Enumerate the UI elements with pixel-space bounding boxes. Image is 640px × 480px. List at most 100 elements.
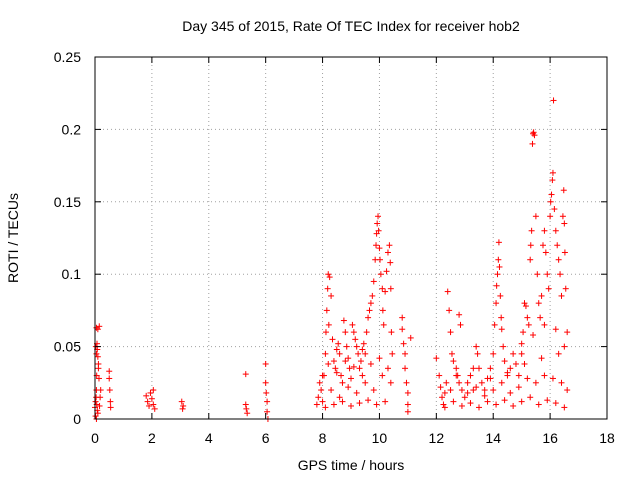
data-point — [346, 365, 353, 372]
data-point — [561, 249, 568, 256]
data-point — [97, 387, 104, 394]
data-point — [382, 288, 389, 295]
data-point — [400, 340, 407, 347]
data-point — [262, 360, 269, 367]
data-point — [328, 387, 335, 394]
data-point — [404, 401, 411, 408]
data-point — [496, 263, 503, 270]
data-point — [520, 329, 527, 336]
data-point — [561, 220, 568, 227]
data-point — [335, 340, 342, 347]
data-point — [487, 365, 494, 372]
data-point — [402, 365, 409, 372]
data-point — [440, 401, 447, 408]
data-point — [560, 187, 567, 194]
data-point — [339, 379, 346, 386]
data-point — [353, 389, 360, 396]
data-point — [456, 311, 463, 318]
data-point — [322, 404, 329, 411]
data-point — [370, 387, 377, 394]
data-point — [340, 317, 347, 324]
data-point — [552, 326, 559, 333]
data-points — [92, 97, 571, 422]
y-tick-label: 0.05 — [54, 339, 81, 355]
data-point — [550, 97, 557, 104]
data-point — [549, 169, 556, 176]
data-point — [92, 398, 99, 405]
data-point — [264, 408, 271, 415]
data-point — [474, 350, 481, 357]
data-point — [244, 410, 251, 417]
data-point — [324, 285, 331, 292]
data-point — [541, 227, 548, 234]
data-point — [448, 350, 455, 357]
data-point — [510, 402, 517, 409]
data-point — [336, 350, 343, 357]
data-point — [510, 350, 517, 357]
data-point — [559, 213, 566, 220]
data-point — [384, 249, 391, 256]
data-point — [375, 213, 382, 220]
data-point — [504, 369, 511, 376]
data-point — [379, 285, 386, 292]
data-point — [453, 372, 460, 379]
x-tick-label: 2 — [148, 430, 156, 446]
data-point — [564, 387, 571, 394]
data-point — [564, 329, 571, 336]
data-point — [243, 405, 250, 412]
data-point — [524, 375, 531, 382]
x-tick-label: 16 — [542, 430, 558, 446]
data-point — [552, 227, 559, 234]
data-point — [330, 358, 337, 365]
data-point — [443, 379, 450, 386]
x-tick-label: 8 — [319, 430, 327, 446]
data-point — [150, 387, 157, 394]
data-point — [376, 355, 383, 362]
data-point — [493, 282, 500, 289]
x-tick-label: 4 — [205, 430, 213, 446]
data-point — [487, 375, 494, 382]
data-point — [107, 398, 114, 405]
data-point — [383, 268, 390, 275]
data-point — [458, 387, 465, 394]
data-point — [325, 271, 332, 278]
data-point — [515, 384, 522, 391]
data-point — [540, 242, 546, 249]
data-point — [262, 379, 269, 386]
data-point — [97, 394, 104, 401]
data-point — [93, 324, 100, 331]
data-point — [484, 398, 491, 405]
data-point — [94, 353, 101, 360]
data-point — [532, 379, 539, 386]
data-point — [548, 191, 555, 198]
data-point — [356, 400, 363, 407]
data-point — [518, 340, 525, 347]
data-point — [450, 398, 457, 405]
data-point — [333, 369, 340, 376]
data-point — [322, 350, 329, 357]
y-axis-label: ROTI / TECUs — [5, 193, 21, 283]
data-point — [150, 401, 157, 408]
data-point — [547, 198, 554, 205]
chart-title: Day 345 of 2015, Rate Of TEC Index for r… — [182, 18, 520, 34]
y-tick-label: 0.25 — [54, 49, 81, 65]
data-point — [264, 398, 271, 405]
data-point — [490, 350, 497, 357]
data-point — [444, 288, 451, 295]
data-point — [363, 329, 370, 336]
data-point — [352, 336, 359, 343]
data-point — [525, 321, 532, 328]
data-point — [558, 379, 565, 386]
data-point — [365, 397, 372, 404]
y-tick-label: 0.2 — [62, 121, 82, 137]
data-point — [495, 239, 502, 246]
grid — [95, 57, 607, 419]
data-point — [348, 402, 354, 409]
data-point — [348, 375, 354, 382]
data-point — [537, 314, 544, 321]
x-tick-label: 10 — [372, 430, 388, 446]
data-point — [521, 300, 528, 307]
data-point — [107, 404, 114, 411]
data-point — [325, 360, 332, 367]
